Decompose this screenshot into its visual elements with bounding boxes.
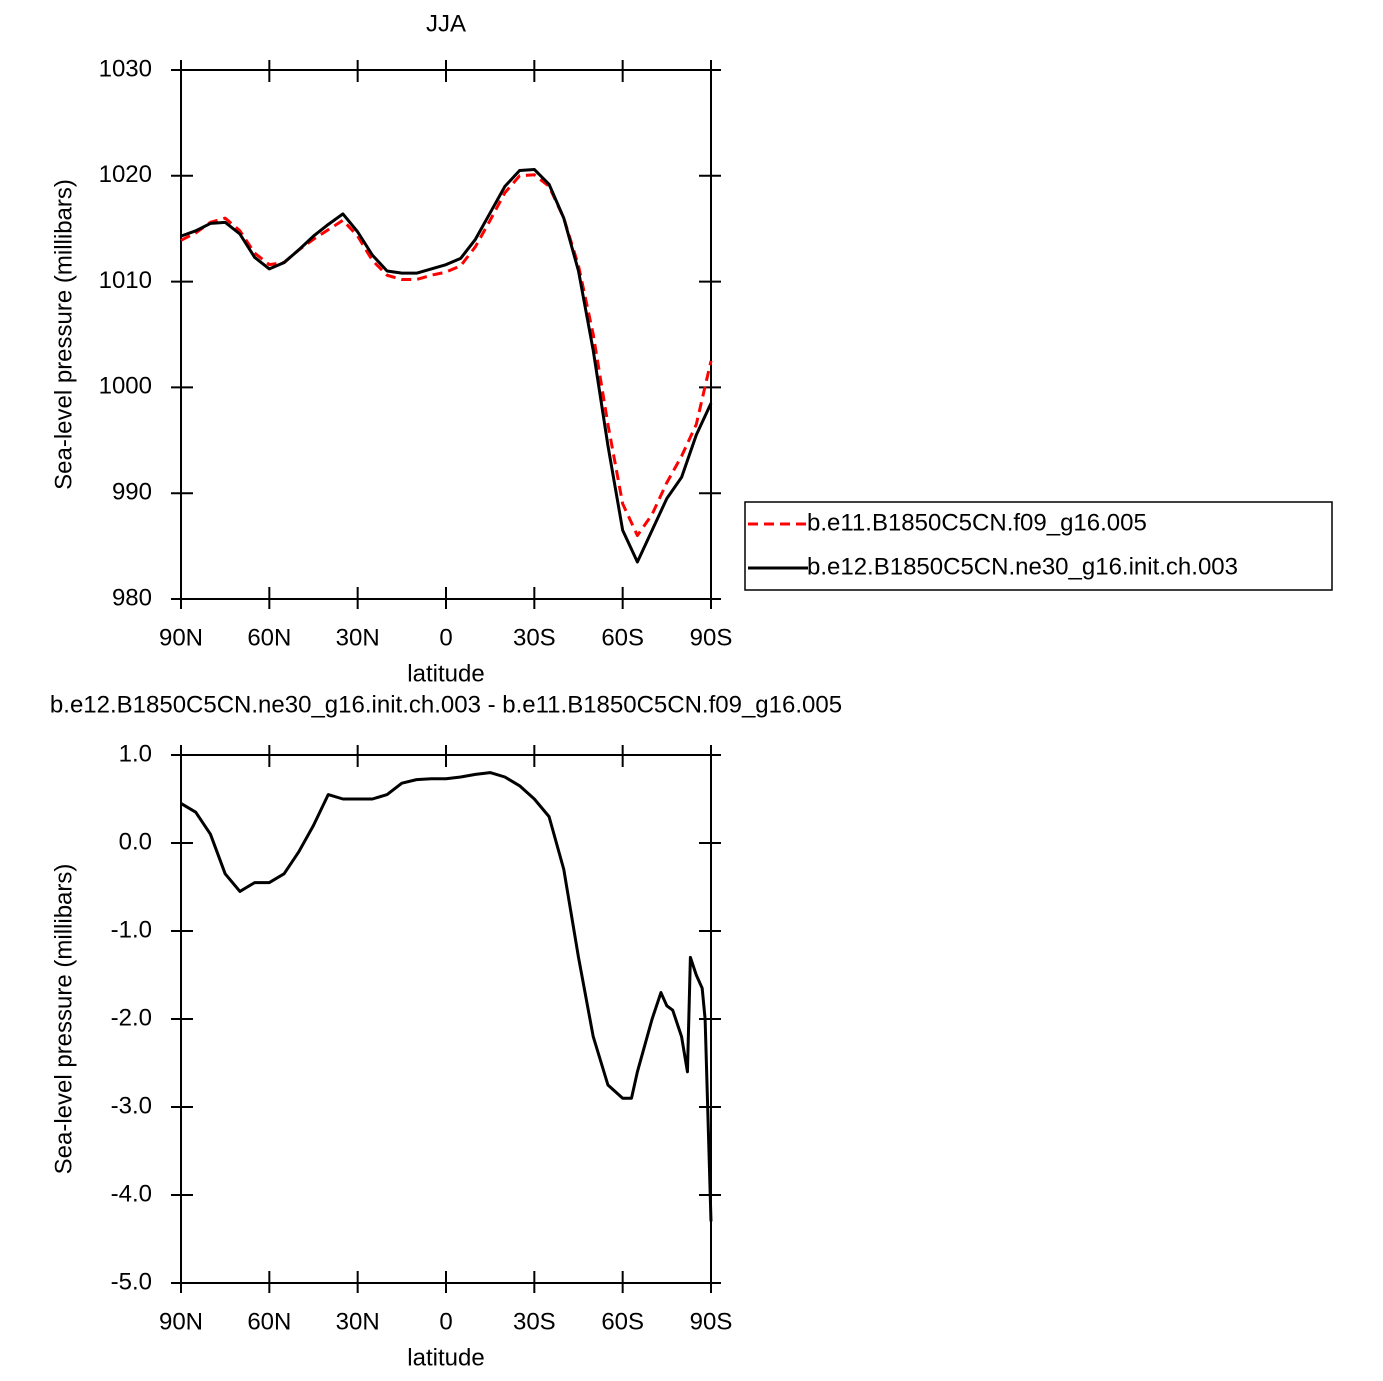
x-tick-label: 0	[439, 1308, 452, 1335]
x-tick-label: 60N	[247, 624, 291, 651]
x-tick-label: 60S	[601, 624, 644, 651]
x-tick-label: 90N	[159, 1308, 203, 1335]
chart-title: JJA	[426, 10, 466, 37]
x-tick-label: 90N	[159, 624, 203, 651]
y-tick-label: 980	[112, 584, 152, 611]
y-tick-label: -2.0	[111, 1004, 152, 1031]
y-tick-label: -5.0	[111, 1268, 152, 1295]
y-tick-label: 1020	[99, 161, 152, 188]
y-axis-label: Sea-level pressure (millibars)	[50, 864, 77, 1175]
plot-frame	[180, 69, 712, 600]
y-tick-label: 990	[112, 479, 152, 506]
y-tick-label: -4.0	[111, 1180, 152, 1207]
legend-label: b.e11.B1850C5CN.f09_g16.005	[807, 509, 1147, 536]
x-tick-label: 30S	[513, 1308, 556, 1335]
legend-box	[744, 501, 1333, 591]
x-tick-label: 90S	[690, 624, 733, 651]
y-tick-label: 0.0	[119, 828, 152, 855]
x-tick-label: 60N	[247, 1308, 291, 1335]
y-tick-label: -3.0	[111, 1092, 152, 1119]
series-line	[180, 173, 713, 538]
y-tick-label: 1.0	[119, 740, 152, 767]
legend-label: b.e12.B1850C5CN.ne30_g16.init.ch.003	[807, 553, 1238, 580]
series-line	[180, 771, 713, 1222]
y-tick-label: 1030	[99, 55, 152, 82]
x-tick-label: 30N	[336, 1308, 380, 1335]
plot-frame	[180, 754, 712, 1284]
x-tick-label: 0	[439, 624, 452, 651]
y-tick-label: 1000	[99, 373, 152, 400]
x-axis-label: latitude	[407, 1344, 484, 1371]
x-tick-label: 90S	[690, 1308, 733, 1335]
x-axis-label: latitude	[407, 660, 484, 687]
y-tick-label: -1.0	[111, 916, 152, 943]
chart-title: b.e12.B1850C5CN.ne30_g16.init.ch.003 - b…	[50, 691, 842, 718]
x-tick-label: 60S	[601, 1308, 644, 1335]
x-tick-label: 30S	[513, 624, 556, 651]
y-tick-label: 1010	[99, 267, 152, 294]
y-axis-label: Sea-level pressure (millibars)	[50, 179, 77, 490]
series-line	[180, 167, 713, 564]
x-tick-label: 30N	[336, 624, 380, 651]
